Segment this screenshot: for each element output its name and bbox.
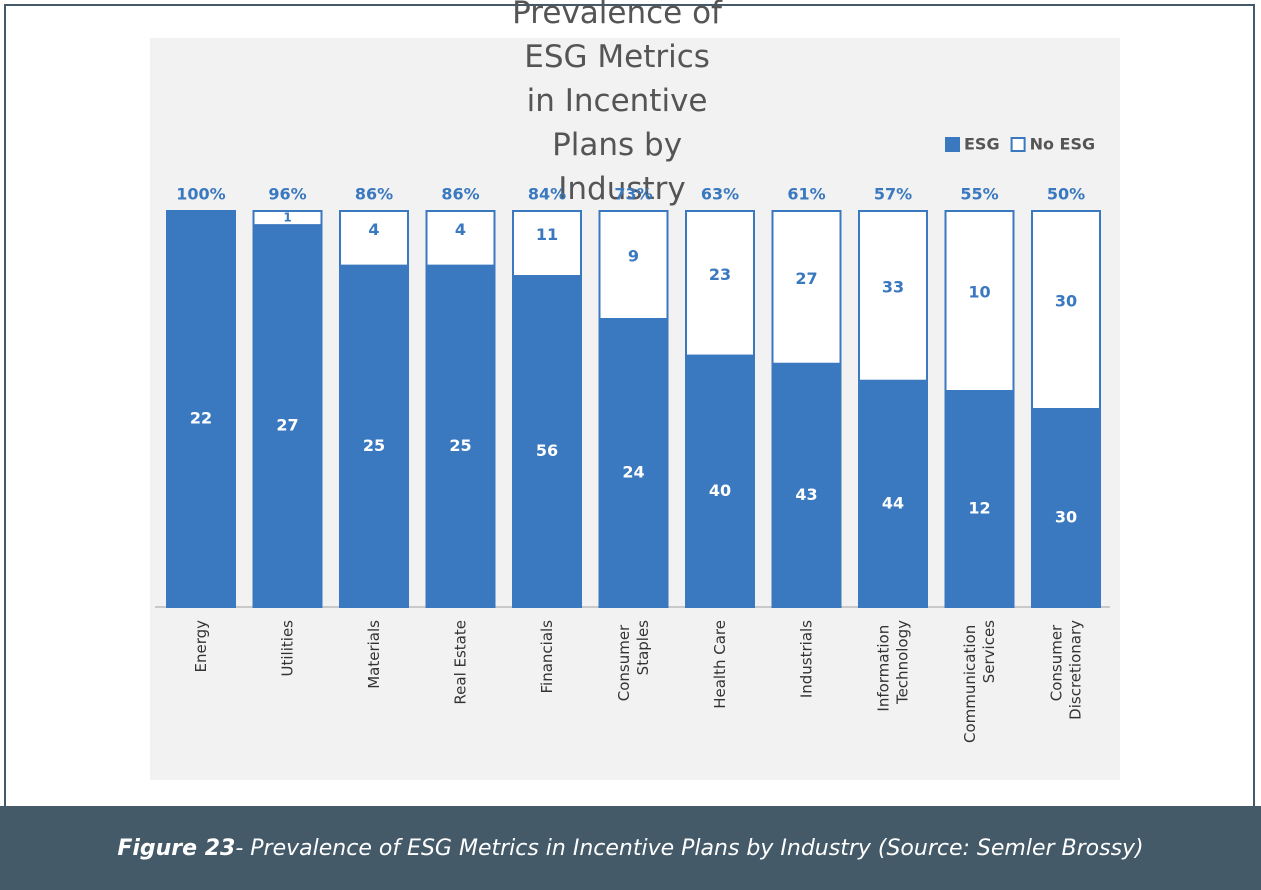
- x-tick-label: Materials: [365, 620, 383, 689]
- segment-label: 25: [449, 436, 471, 455]
- legend-label: No ESG: [1030, 135, 1096, 154]
- bar-esg: [425, 264, 496, 608]
- percentage-label: 96%: [268, 185, 306, 204]
- bar-esg: [166, 210, 236, 608]
- bar-no-esg: [944, 210, 1015, 392]
- segment-label: 40: [709, 481, 731, 500]
- bar-no-esg: [598, 210, 669, 320]
- x-tick-label: Health Care: [711, 620, 729, 709]
- bar-esg: [512, 275, 582, 608]
- segment-label: 12: [968, 499, 990, 518]
- segment-label: 43: [795, 485, 817, 504]
- caption-label: Figure 23: [117, 835, 236, 861]
- segment-label: 44: [882, 493, 904, 512]
- bar-esg: [944, 390, 1015, 608]
- bar-esg: [771, 362, 842, 608]
- segment-label: 27: [276, 416, 298, 435]
- caption-text: - Prevalence of ESG Metrics in Incentive…: [235, 835, 1144, 861]
- segment-label: 4: [455, 220, 466, 239]
- segment-label: 30: [1055, 508, 1077, 527]
- bar-no-esg: [512, 210, 582, 278]
- bar-no-esg: [858, 210, 928, 382]
- segment-label: 25: [363, 436, 385, 455]
- bar-esg: [1031, 408, 1101, 608]
- legend-swatch: [1010, 137, 1026, 152]
- bar-esg: [598, 318, 669, 608]
- chart-title: Prevalence of ESG Metrics in Incentive P…: [512, 0, 732, 207]
- percentage-label: 86%: [441, 185, 479, 204]
- caption: Figure 23 - Prevalence of ESG Metrics in…: [0, 806, 1261, 890]
- bar-esg: [858, 379, 928, 609]
- x-tick-label: Consumer Discretionary: [1047, 620, 1084, 720]
- bar-no-esg: [1031, 210, 1101, 410]
- bar-no-esg: [425, 210, 496, 267]
- percentage-label: 86%: [355, 185, 393, 204]
- x-tick-label: Information Technology: [874, 620, 911, 712]
- bar-no-esg: [339, 210, 409, 267]
- x-tick-label: Utilities: [278, 620, 296, 677]
- chart: Prevalence of ESG Metrics in Incentive P…: [150, 0, 1120, 780]
- percentage-label: 61%: [787, 185, 825, 204]
- bar-esg: [252, 224, 323, 608]
- segment-label: 4: [368, 220, 379, 239]
- x-tick-label: Consumer Staples: [615, 620, 652, 701]
- segment-label: 30: [1055, 292, 1077, 311]
- segment-label: 22: [190, 409, 212, 428]
- bar-no-esg: [685, 210, 755, 357]
- frame: [4, 4, 1255, 890]
- x-tick-label: Energy: [192, 620, 210, 673]
- x-tick-label: Communication Services: [961, 620, 998, 743]
- segment-label: 24: [622, 463, 644, 482]
- segment-label: 1: [283, 211, 291, 225]
- x-tick-label: Financials: [538, 620, 556, 694]
- segment-label: 10: [968, 283, 990, 302]
- percentage-label: 100%: [176, 185, 225, 204]
- bar-esg: [339, 264, 409, 608]
- segment-label: 33: [882, 277, 904, 296]
- percentage-label: 63%: [701, 185, 739, 204]
- bar-esg: [685, 354, 755, 609]
- x-tick-label: Real Estate: [451, 620, 469, 705]
- segment-label: 11: [536, 225, 558, 244]
- percentage-label: 57%: [874, 185, 912, 204]
- bar-no-esg: [771, 210, 842, 365]
- segment-label: 27: [795, 269, 817, 288]
- percentage-label: 73%: [614, 185, 652, 204]
- bar-no-esg: [252, 210, 323, 227]
- percentage-label: 55%: [960, 185, 998, 204]
- x-tick-label: Industrials: [797, 620, 815, 698]
- legend-swatch: [945, 137, 960, 152]
- percentage-label: 84%: [528, 185, 566, 204]
- legend-label: ESG: [964, 135, 1000, 154]
- percentage-label: 50%: [1047, 185, 1085, 204]
- segment-label: 23: [709, 265, 731, 284]
- segment-label: 9: [628, 247, 639, 266]
- segment-label: 56: [536, 441, 558, 460]
